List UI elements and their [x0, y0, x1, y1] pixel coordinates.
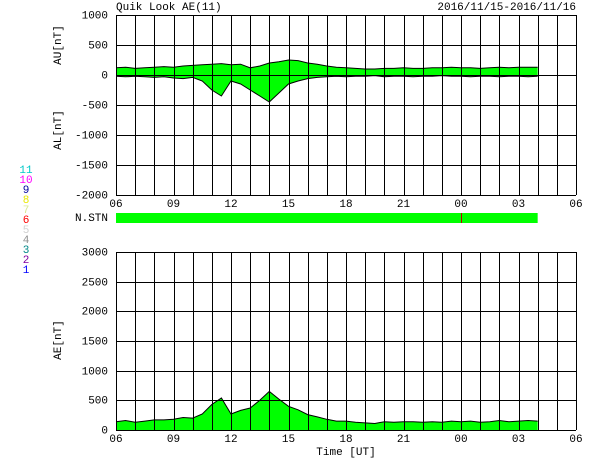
x-tick-label: 12 — [224, 199, 237, 211]
x-axis-label: Time [UT] — [316, 447, 375, 459]
x-tick-label: 09 — [167, 434, 180, 446]
station-legend-label: 5 — [23, 225, 30, 237]
x-tick-label: 09 — [167, 199, 180, 211]
series-line — [115, 59, 538, 70]
y-tick-label: 1500 — [82, 336, 108, 348]
area-fill — [116, 391, 538, 430]
y-tick-label: 0 — [101, 70, 108, 82]
y-tick-label: 2000 — [82, 306, 108, 318]
x-tick-label: 15 — [282, 434, 295, 446]
series-line — [115, 75, 538, 103]
y-tick-label: 2500 — [82, 277, 108, 289]
series-line — [115, 390, 538, 425]
x-tick-label: 06 — [569, 434, 582, 446]
station-legend-label: 11 — [19, 165, 33, 177]
y-tick-label: 1000 — [82, 10, 108, 22]
chart-title: Quik Look AE(11) — [116, 2, 222, 14]
y-tick-label: 500 — [88, 395, 108, 407]
y-axis-label: AE[nT] — [53, 320, 65, 360]
y-tick-label: 500 — [88, 40, 108, 52]
x-tick-label: 12 — [224, 434, 237, 446]
y-tick-label: -1000 — [75, 130, 108, 142]
station-legend-label: 1 — [23, 265, 30, 277]
station-legend-label: 2 — [23, 255, 30, 267]
station-legend-label: 10 — [19, 175, 32, 187]
y-tick-label: -2000 — [75, 190, 108, 202]
x-tick-label: 03 — [512, 434, 525, 446]
x-tick-label: 00 — [454, 434, 467, 446]
y-tick-label: 3000 — [82, 247, 108, 259]
x-tick-label: 18 — [339, 434, 352, 446]
date-range: 2016/11/15-2016/11/16 — [437, 2, 576, 14]
station-legend-label: 4 — [23, 235, 30, 247]
station-legend-label: 8 — [23, 195, 30, 207]
y-tick-label: -500 — [82, 100, 108, 112]
x-tick-label: 06 — [569, 199, 582, 211]
x-tick-label: 15 — [282, 199, 295, 211]
station-legend-label: 7 — [23, 205, 30, 217]
station-legend-label: 6 — [23, 215, 30, 227]
area-fill — [116, 60, 538, 102]
station-bar — [116, 213, 538, 223]
x-tick-label: 06 — [109, 434, 122, 446]
y-axis-label: AL[nT] — [53, 110, 65, 150]
station-bar-label: N.STN — [75, 213, 108, 225]
x-tick-label: 00 — [454, 199, 467, 211]
y-axis-label: AU[nT] — [53, 25, 65, 65]
station-legend-label: 3 — [23, 245, 30, 257]
station-legend-label: 9 — [23, 185, 30, 197]
y-tick-label: -1500 — [75, 160, 108, 172]
x-tick-label: 18 — [339, 199, 352, 211]
y-tick-label: 1000 — [82, 366, 108, 378]
y-tick-label: 0 — [101, 425, 108, 437]
x-tick-label: 06 — [109, 199, 122, 211]
x-tick-label: 21 — [397, 199, 411, 211]
x-tick-label: 21 — [397, 434, 411, 446]
x-tick-label: 03 — [512, 199, 525, 211]
